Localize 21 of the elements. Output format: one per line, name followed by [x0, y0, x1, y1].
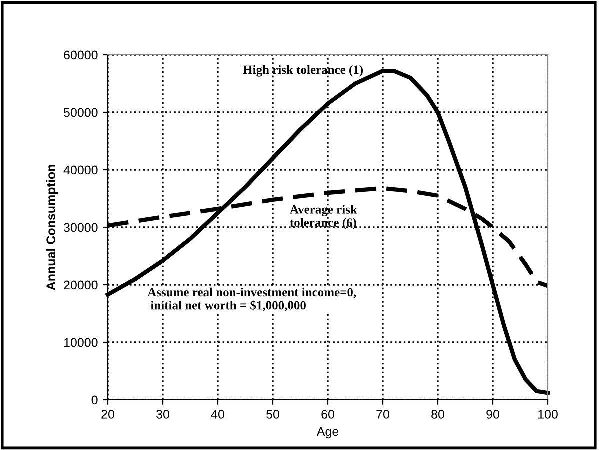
x-tick-label: 100 — [538, 410, 558, 419]
annotation: Assume real non-investment income=0, initial net worth = $1,000,000 — [148, 288, 356, 312]
y-tick-label: 30000 — [64, 223, 98, 232]
x-tick-label: 60 — [322, 410, 334, 419]
y-tick-label: 10000 — [64, 338, 98, 348]
x-tick-label: 50 — [266, 410, 280, 419]
x-tick-label: 70 — [376, 410, 390, 419]
y-tick-label: 40000 — [64, 166, 98, 175]
series-label: High risk tolerance (1) — [243, 65, 364, 77]
y-tick-label: 20000 — [64, 280, 98, 290]
x-tick-label: 20 — [102, 410, 114, 419]
y-tick-label: 0 — [92, 396, 98, 405]
y-axis-title: Annual Consumption — [46, 165, 58, 290]
y-tick-label: 60000 — [64, 50, 98, 60]
x-tick-label: 90 — [486, 410, 500, 419]
x-tick-label: 40 — [211, 410, 224, 419]
x-tick-label: 30 — [156, 410, 170, 419]
series-label: Average risk tolerance (6) — [290, 205, 358, 230]
x-tick-label: 80 — [432, 410, 444, 419]
x-axis-title: Age — [316, 427, 339, 439]
y-tick-label: 50000 — [64, 108, 98, 118]
